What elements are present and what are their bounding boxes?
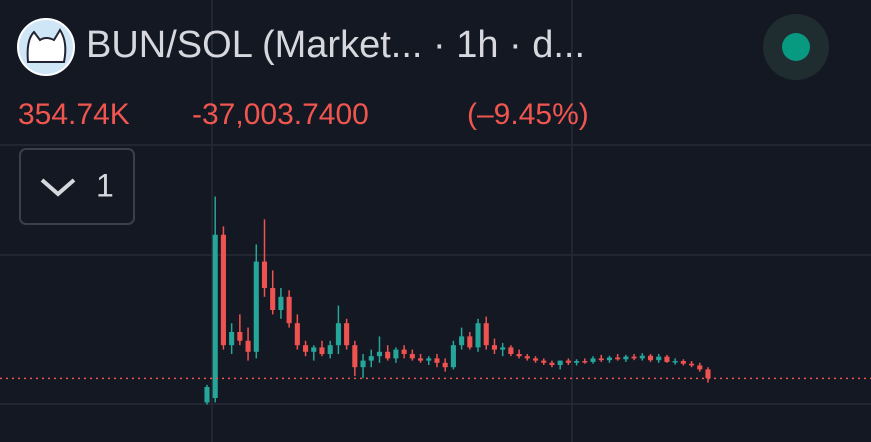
candle-body xyxy=(598,358,604,361)
candle-body xyxy=(689,363,695,366)
candle-body xyxy=(475,323,481,348)
candle-body xyxy=(319,347,325,354)
candle-body xyxy=(286,296,292,324)
candle-body xyxy=(582,361,588,363)
candle-body xyxy=(426,358,432,361)
change: -37,003.7400 xyxy=(192,98,369,131)
candle-body xyxy=(261,261,268,288)
candle-body xyxy=(335,323,341,346)
candle-body xyxy=(508,347,514,354)
candle-body xyxy=(590,358,596,362)
candle-body xyxy=(557,360,563,365)
candle-body xyxy=(237,332,243,341)
candle-body xyxy=(393,349,399,359)
candle-body xyxy=(303,345,309,352)
candle-body xyxy=(606,357,612,361)
candle-body xyxy=(705,369,711,379)
button-label[interactable]: 1 xyxy=(96,167,114,203)
price: 354.74K xyxy=(18,98,130,131)
change-pct: (–9.45%) xyxy=(467,98,589,131)
candle-body xyxy=(483,323,489,346)
candle-body xyxy=(253,261,259,352)
candle-body xyxy=(459,336,465,346)
candle-body xyxy=(442,362,448,368)
candle-body xyxy=(376,351,383,357)
candle-body xyxy=(360,360,366,368)
candle-body xyxy=(229,332,235,346)
chevron[interactable] xyxy=(40,178,76,197)
candle-body xyxy=(327,345,333,354)
candle-body xyxy=(532,358,539,361)
candle-body xyxy=(352,345,358,368)
candle-body xyxy=(401,349,407,354)
candle-body xyxy=(516,354,522,357)
candle-body xyxy=(631,356,637,359)
candle-body xyxy=(549,362,555,365)
candle-body xyxy=(524,356,530,359)
candle-body xyxy=(647,355,654,361)
candle-body xyxy=(245,340,251,352)
candle-body xyxy=(204,387,210,403)
candle-body xyxy=(270,288,276,310)
candle-body xyxy=(385,351,391,359)
token-icon xyxy=(17,18,75,76)
candle-body xyxy=(574,361,580,363)
candle-body xyxy=(294,323,300,346)
candle-body xyxy=(344,323,350,346)
candle-body xyxy=(434,358,440,363)
candle-body xyxy=(500,347,506,350)
candle-body xyxy=(417,358,424,361)
candle-body xyxy=(565,360,571,363)
status-dot[interactable] xyxy=(782,33,810,61)
candle-body xyxy=(278,296,284,310)
candle-body xyxy=(311,347,317,352)
candle-body xyxy=(220,234,226,346)
candle-body xyxy=(212,234,218,398)
symbol-title: BUN/SOL (Market... · 1h · d... xyxy=(86,24,585,66)
candle-body xyxy=(672,361,678,363)
candle-body xyxy=(450,345,456,368)
candle-body xyxy=(615,357,621,360)
candle-body xyxy=(656,356,662,361)
candle-body xyxy=(541,360,547,363)
candle-body xyxy=(409,354,415,359)
candle-body xyxy=(623,356,629,360)
button-frame[interactable] xyxy=(19,148,135,225)
candle-body xyxy=(680,361,686,364)
candle-body xyxy=(697,365,703,370)
candle-body xyxy=(664,356,670,362)
candle-body xyxy=(491,345,498,350)
candle-body xyxy=(368,356,374,361)
candle-body xyxy=(639,355,645,359)
candle-body xyxy=(467,336,473,348)
indicator-button[interactable]: 1 xyxy=(19,148,135,225)
